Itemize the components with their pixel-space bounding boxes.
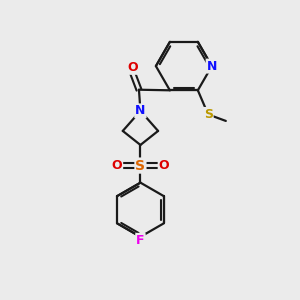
Text: S: S xyxy=(135,159,146,172)
Text: O: O xyxy=(159,159,169,172)
Text: S: S xyxy=(204,108,213,121)
Text: O: O xyxy=(112,159,122,172)
Text: N: N xyxy=(207,60,217,73)
Text: O: O xyxy=(127,61,138,74)
Text: N: N xyxy=(135,104,146,117)
Text: F: F xyxy=(136,234,145,247)
